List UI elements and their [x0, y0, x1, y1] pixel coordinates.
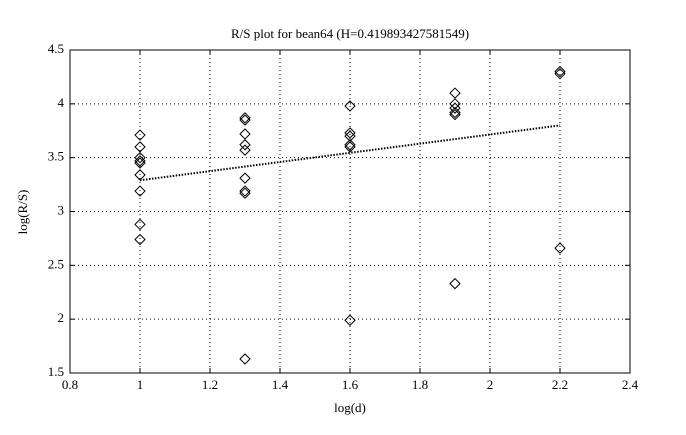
x-tick-label: 2: [487, 377, 494, 392]
data-point: [344, 141, 356, 153]
x-tick-label: 1: [137, 377, 144, 392]
data-point: [344, 127, 356, 139]
y-tick-label: 3: [58, 202, 65, 217]
data-point: [239, 185, 251, 197]
data-point: [239, 112, 251, 124]
data-point: [134, 129, 146, 141]
plot-frame: [69, 49, 631, 374]
x-tick-label: 1.6: [342, 377, 359, 392]
x-axis-label: log(d): [334, 400, 366, 415]
data-point: [239, 353, 251, 365]
data-point: [449, 98, 461, 110]
data-point: [239, 172, 251, 184]
data-point: [449, 102, 461, 114]
y-axis-label: log(R/S): [15, 190, 30, 235]
data-point: [344, 139, 356, 151]
data-point: [239, 128, 251, 140]
data-point: [449, 277, 461, 290]
data-point: [239, 187, 251, 199]
data-point: [239, 144, 251, 156]
data-point: [449, 106, 461, 119]
data-point: [134, 155, 146, 167]
data-point: [344, 314, 356, 326]
y-tick-label: 3.5: [48, 149, 64, 164]
data-point: [239, 139, 251, 151]
chart-title: R/S plot for bean64 (H=0.419893427581549…: [231, 26, 469, 41]
x-tick-label: 1.2: [202, 377, 218, 392]
x-tick-label: 1.8: [412, 377, 428, 392]
y-tick-label: 4.5: [48, 41, 64, 56]
data-point: [449, 108, 461, 121]
x-tick-label: 1.4: [272, 377, 289, 392]
data-point: [554, 242, 566, 254]
data-point: [554, 67, 566, 80]
data-point: [134, 157, 146, 169]
data-point: [134, 218, 146, 231]
y-tick-label: 2.5: [48, 256, 64, 271]
y-tick-label: 2: [58, 310, 65, 325]
x-tick-label: 0.8: [62, 377, 78, 392]
data-point: [134, 233, 146, 246]
data-point: [239, 114, 251, 126]
x-tick-label: 2.4: [622, 377, 639, 392]
y-tick-label: 1.5: [48, 364, 64, 379]
data-point: [134, 141, 146, 153]
data-point: [134, 151, 146, 164]
data-point: [134, 185, 146, 197]
data-point: [344, 100, 356, 112]
x-tick-label: 2.2: [552, 377, 568, 392]
data-point: [554, 65, 566, 78]
y-tick-label: 4: [58, 95, 65, 110]
data-point: [344, 130, 356, 142]
data-point: [449, 87, 461, 99]
